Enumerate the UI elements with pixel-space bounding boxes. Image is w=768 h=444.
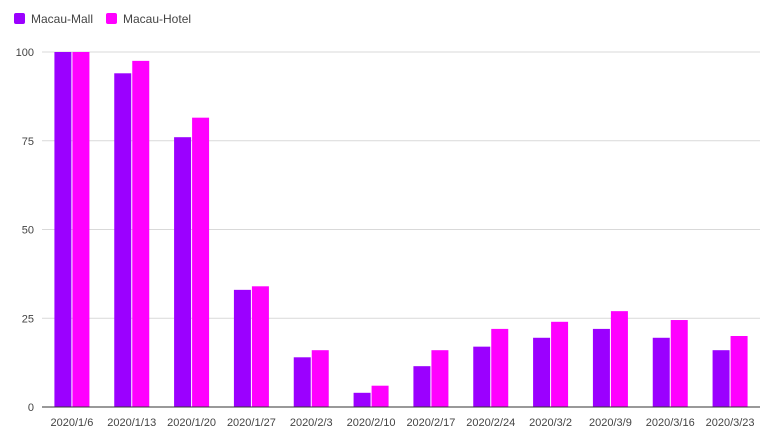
- x-tick-label: 2020/1/13: [107, 417, 156, 429]
- y-tick-label: 50: [22, 225, 34, 237]
- x-tick-label: 2020/1/20: [167, 417, 216, 429]
- x-tick-label: 2020/3/23: [706, 417, 755, 429]
- bar-macau-mall[interactable]: [174, 137, 192, 407]
- bar-macau-hotel[interactable]: [132, 60, 150, 407]
- legend: Macau-Mall Macau-Hotel: [14, 12, 191, 26]
- x-tick-label: 2020/2/17: [406, 417, 455, 429]
- legend-label-macau-mall: Macau-Mall: [31, 12, 93, 26]
- bar-macau-hotel[interactable]: [431, 350, 449, 407]
- bar-macau-mall[interactable]: [353, 392, 371, 407]
- bar-macau-mall[interactable]: [293, 357, 311, 407]
- bar-macau-mall[interactable]: [533, 337, 551, 407]
- bars: [54, 52, 748, 408]
- legend-label-macau-hotel: Macau-Hotel: [123, 12, 191, 26]
- y-axis: 0 25 50 75 100: [16, 47, 34, 414]
- bar-macau-hotel[interactable]: [192, 117, 210, 408]
- x-tick-label: 2020/2/3: [290, 417, 333, 429]
- bar-macau-hotel[interactable]: [371, 385, 389, 407]
- bar-macau-mall[interactable]: [413, 366, 431, 407]
- gridlines: [42, 51, 760, 319]
- bar-macau-hotel[interactable]: [551, 321, 569, 407]
- legend-item-macau-hotel[interactable]: Macau-Hotel: [106, 12, 191, 26]
- bar-macau-mall[interactable]: [712, 350, 730, 407]
- x-tick-label: 2020/3/16: [646, 417, 695, 429]
- bar-macau-mall[interactable]: [652, 337, 670, 407]
- x-axis: 2020/1/6 2020/1/13 2020/1/20 2020/1/27 2020/…: [42, 406, 760, 429]
- y-tick-label: 75: [22, 136, 34, 148]
- bar-macau-mall[interactable]: [54, 52, 72, 407]
- bar-macau-hotel[interactable]: [610, 311, 628, 407]
- bar-macau-hotel[interactable]: [251, 286, 269, 407]
- bar-macau-hotel[interactable]: [491, 328, 509, 407]
- y-tick-label: 100: [16, 47, 34, 59]
- bar-macau-hotel[interactable]: [72, 52, 90, 407]
- bar-macau-mall[interactable]: [233, 289, 251, 407]
- legend-swatch-macau-hotel: [106, 13, 117, 24]
- x-tick-label: 2020/3/2: [529, 417, 572, 429]
- y-tick-label: 25: [22, 313, 34, 325]
- bar-macau-hotel[interactable]: [670, 320, 688, 407]
- bar-macau-mall[interactable]: [114, 73, 132, 408]
- x-tick-label: 2020/1/6: [51, 417, 94, 429]
- bar-macau-hotel[interactable]: [311, 350, 329, 407]
- x-tick-label: 2020/2/10: [347, 417, 396, 429]
- bar-macau-mall[interactable]: [592, 328, 610, 407]
- x-tick-label: 2020/3/9: [589, 417, 632, 429]
- y-tick-label: 0: [28, 402, 34, 414]
- legend-item-macau-mall[interactable]: Macau-Mall: [14, 12, 93, 26]
- legend-swatch-macau-mall: [14, 13, 25, 24]
- x-tick-label: 2020/2/24: [466, 417, 515, 429]
- bar-macau-mall[interactable]: [473, 346, 491, 407]
- bar-macau-hotel[interactable]: [730, 336, 748, 407]
- x-tick-label: 2020/1/27: [227, 417, 276, 429]
